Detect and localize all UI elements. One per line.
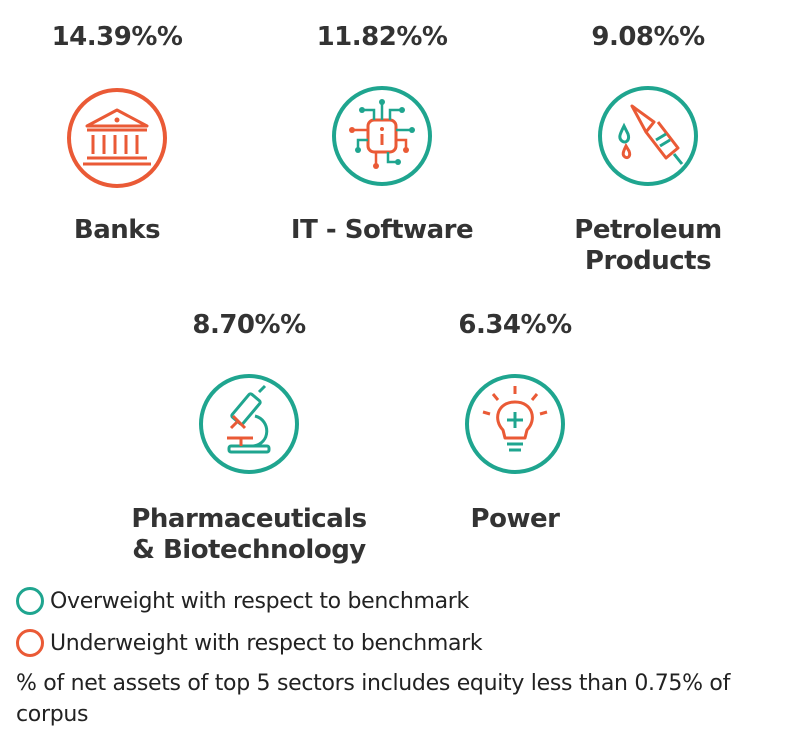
light-bulb-icon <box>463 372 567 476</box>
chip-icon <box>330 84 434 188</box>
sector-percent: 9.08%% <box>591 22 705 52</box>
sector-name: Power <box>470 504 560 534</box>
sector-percent: 6.34%% <box>458 310 572 340</box>
legend-underweight-label: Underweight with respect to benchmark <box>50 630 483 656</box>
sector-percent: 11.82%% <box>316 22 448 52</box>
bank-icon <box>65 86 169 190</box>
microscope-icon <box>197 372 301 476</box>
legend-overweight: Overweight with respect to benchmark <box>16 584 469 618</box>
sector-name: Banks <box>73 215 161 245</box>
legend-overweight-label: Overweight with respect to benchmark <box>50 588 469 614</box>
fuel-nozzle-icon <box>596 84 700 188</box>
sector-name: IT - Software <box>290 215 474 245</box>
underweight-circle-icon <box>16 629 44 657</box>
sector-name-line1: Petroleum <box>574 215 722 245</box>
sector-name-line2: Products <box>584 246 712 276</box>
sector-name-line1: Pharmaceuticals <box>131 504 367 534</box>
sector-percent: 14.39%% <box>51 22 183 52</box>
footnote: % of net assets of top 5 sectors include… <box>16 671 731 727</box>
sector-name-line2: & Biotechnology <box>132 535 366 565</box>
legend-underweight: Underweight with respect to benchmark <box>16 626 483 660</box>
overweight-circle-icon <box>16 587 44 615</box>
sector-percent: 8.70%% <box>192 310 306 340</box>
